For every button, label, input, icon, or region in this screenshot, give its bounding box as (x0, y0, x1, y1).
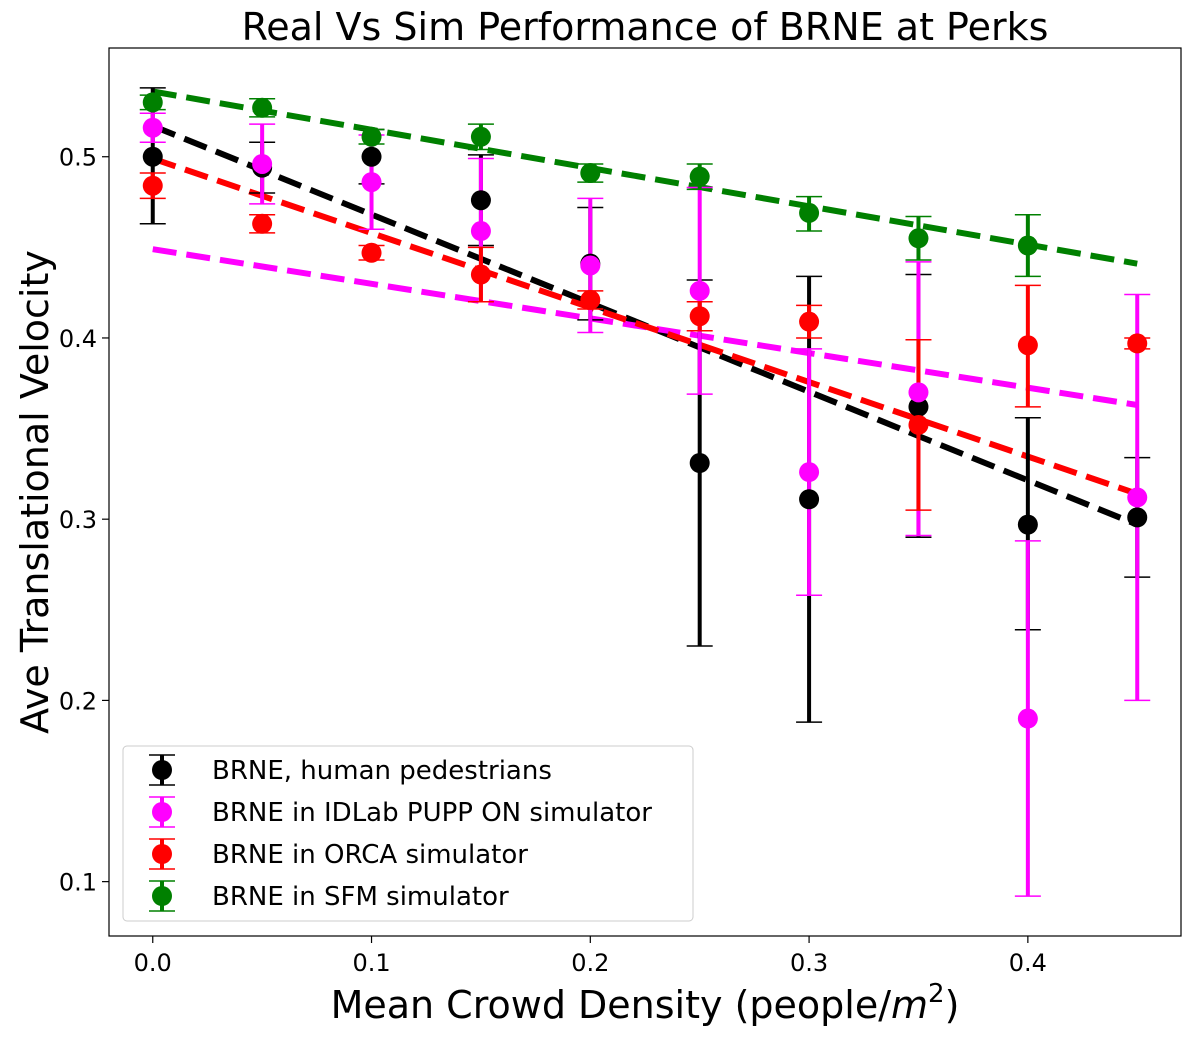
series-2-point (908, 414, 929, 435)
x-axis-title: Mean Crowd Density (people/m2) (331, 979, 960, 1027)
legend-entry-3-label: BRNE in SFM simulator (212, 882, 509, 912)
x-tick-label: 0.0 (134, 949, 172, 977)
x-tick-label: 0.1 (352, 949, 390, 977)
series-3-point (799, 202, 820, 223)
series-2-point (142, 175, 163, 196)
legend: BRNE, human pedestrians BRNE in IDLab PUP… (122, 745, 694, 922)
series-2-point (689, 306, 710, 327)
legend-box (122, 745, 694, 922)
y-tick-label: 0.5 (59, 144, 97, 172)
y-axis-title: Ave Translational Velocity (13, 250, 57, 734)
series-1-point (580, 255, 601, 276)
series-1-point (799, 462, 820, 483)
series-0-point (799, 489, 820, 510)
legend-entries: BRNE, human pedestrians BRNE in IDLab PUP… (149, 754, 652, 912)
x-axis-title-close: ) (945, 983, 960, 1027)
series-0-point (1017, 514, 1038, 535)
series-1-point (1127, 487, 1148, 508)
legend-entry-1-label: BRNE in IDLab PUPP ON simulator (212, 798, 652, 828)
series-3-point (580, 163, 601, 184)
series-0-point (908, 396, 929, 417)
series-3-point (1017, 235, 1038, 256)
x-axis-title-exponent: 2 (928, 979, 945, 1009)
series-3-point (361, 126, 382, 147)
series-3-point (908, 228, 929, 249)
y-tick-label: 0.4 (59, 325, 97, 353)
x-tick-label: 0.3 (790, 949, 828, 977)
series-3-point (252, 97, 273, 118)
series-1-point (142, 117, 163, 138)
legend-entry-1-marker (152, 802, 172, 822)
chart-title: Real Vs Sim Performance of BRNE at Perks (242, 5, 1049, 49)
series-2-point (361, 242, 382, 263)
series-1-point (1017, 708, 1038, 729)
series-1-point (908, 382, 929, 403)
series-2-point (799, 311, 820, 332)
series-1-point (470, 221, 491, 242)
series-3-trend-line (152, 88, 1138, 267)
series-2-point (252, 213, 273, 234)
x-axis-title-text: Mean Crowd Density (people/ (331, 983, 892, 1027)
y-tick-label: 0.3 (59, 506, 97, 534)
plot-frame (108, 47, 1182, 937)
series-1-point (689, 280, 710, 301)
x-tick-label: 0.2 (571, 949, 609, 977)
series-2-point (1127, 333, 1148, 354)
x-axis-title-unit: m (891, 983, 928, 1027)
x-axis-ticks: 0.0 0.1 0.2 0.3 0.4 (134, 936, 1047, 977)
x-tick-label: 0.4 (1009, 949, 1047, 977)
legend-entry-2-label: BRNE in ORCA simulator (212, 840, 528, 870)
series-3-point (689, 166, 710, 187)
legend-entry-0-marker (152, 760, 172, 780)
series-2-point (1017, 335, 1038, 356)
series-3-point (142, 92, 163, 113)
series-2-trend-line (151, 155, 1139, 497)
data-points (142, 92, 1148, 729)
series-0-point (470, 190, 491, 211)
series-0-point (1127, 507, 1148, 528)
y-tick-label: 0.2 (59, 687, 97, 715)
series-0-point (142, 146, 163, 167)
legend-entry-2-marker (152, 844, 172, 864)
series-0-point (361, 146, 382, 167)
series-1-point (361, 172, 382, 193)
y-axis-ticks: 0.1 0.2 0.3 0.4 0.5 (59, 144, 109, 897)
y-tick-label: 0.1 (59, 869, 97, 897)
trend-lines (151, 88, 1139, 528)
series-2-point (580, 289, 601, 310)
legend-entry-0-label: BRNE, human pedestrians (212, 756, 552, 786)
series-2-point (470, 264, 491, 285)
legend-entry-3-marker (152, 886, 172, 906)
series-1-point (252, 153, 273, 174)
series-0-point (689, 453, 710, 474)
series-3-point (470, 126, 491, 147)
